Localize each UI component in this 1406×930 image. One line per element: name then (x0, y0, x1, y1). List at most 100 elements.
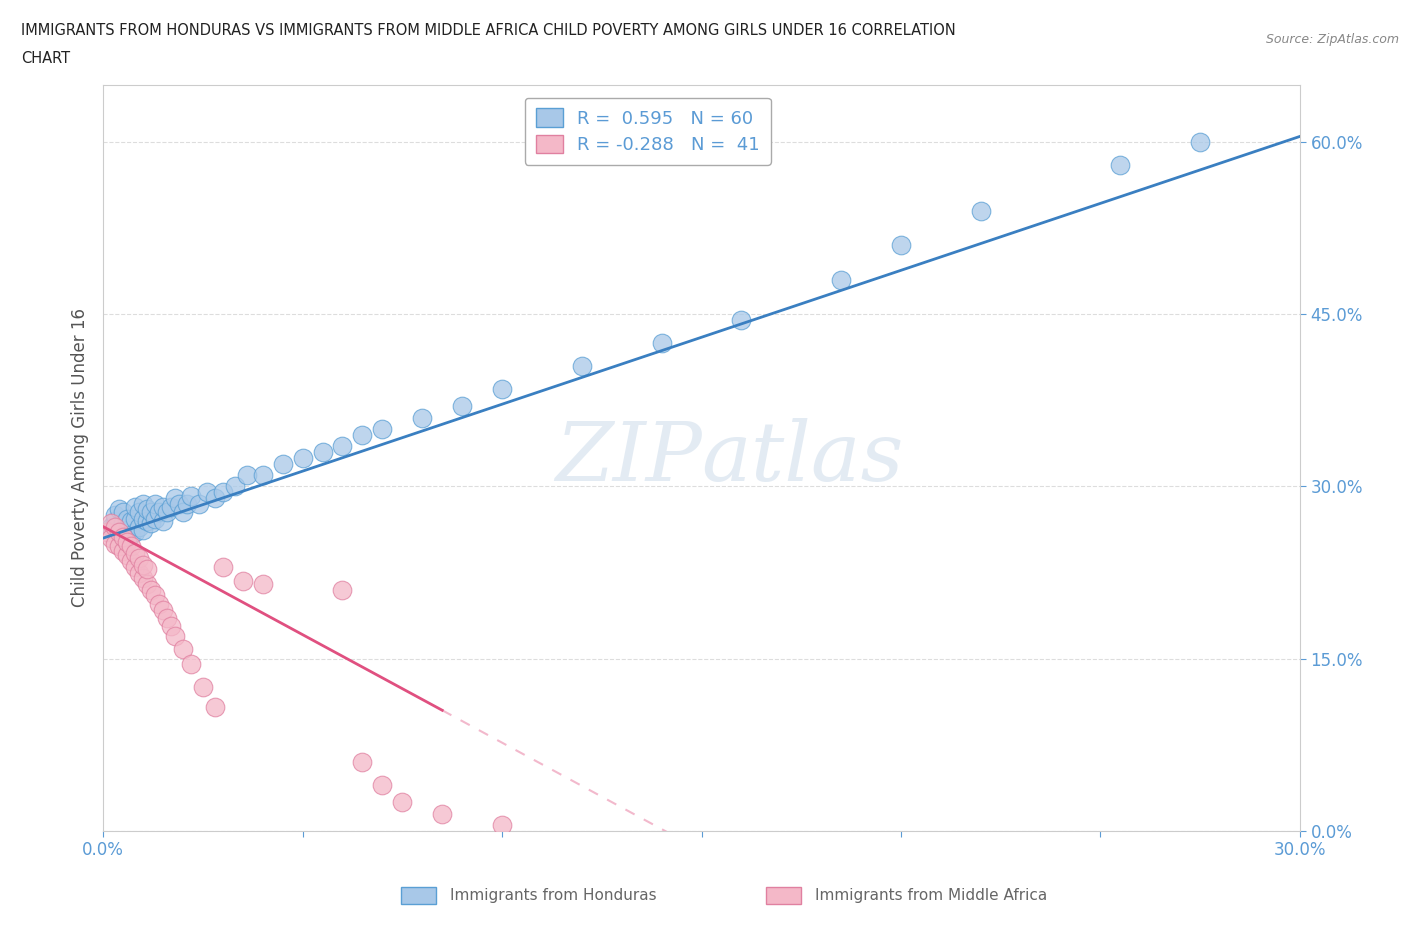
Point (411, 410, 433, 425)
Point (332, 582, 354, 597)
Point (148, 504, 170, 519)
Point (211, 485, 233, 499)
Point (112, 543, 135, 558)
Point (180, 657, 202, 671)
Point (100, 516, 122, 531)
Point (271, 456, 294, 471)
Point (204, 699, 226, 714)
Legend: R =  0.595   N = 60, R = -0.288   N =  41: R = 0.595 N = 60, R = -0.288 N = 41 (524, 98, 770, 166)
Point (112, 516, 135, 531)
Point (1189, 135, 1212, 150)
Text: IMMIGRANTS FROM HONDURAS VS IMMIGRANTS FROM MIDDLE AFRICA CHILD POVERTY AMONG GI: IMMIGRANTS FROM HONDURAS VS IMMIGRANTS F… (21, 23, 956, 38)
Point (124, 512, 146, 526)
Point (132, 571, 155, 586)
Point (191, 680, 214, 695)
Point (136, 513, 159, 528)
Text: Source: ZipAtlas.com: Source: ZipAtlas.com (1265, 33, 1399, 46)
Point (128, 565, 150, 580)
Point (371, 777, 394, 792)
Point (104, 513, 127, 528)
Point (115, 523, 138, 538)
Point (970, 204, 993, 219)
Point (148, 596, 170, 611)
Point (730, 312, 752, 327)
Point (100, 519, 122, 534)
Point (252, 468, 274, 483)
Point (104, 519, 127, 534)
Point (352, 754, 374, 769)
Point (571, 358, 593, 373)
Point (391, 794, 413, 809)
Point (352, 428, 374, 443)
Point (115, 534, 138, 549)
Point (491, 381, 513, 396)
Point (120, 538, 142, 553)
Point (112, 529, 135, 544)
Point (332, 439, 354, 454)
Point (124, 559, 146, 574)
Point (195, 485, 218, 499)
Point (128, 551, 150, 565)
Point (371, 421, 394, 436)
Point (180, 488, 202, 503)
Point (104, 508, 127, 523)
Point (651, 336, 673, 351)
Point (156, 611, 179, 626)
Point (211, 559, 233, 574)
Point (1109, 158, 1132, 173)
Point (120, 553, 142, 568)
Text: CHART: CHART (21, 51, 70, 66)
Point (143, 497, 166, 512)
Point (96, 525, 118, 539)
Point (143, 512, 166, 526)
Point (152, 513, 174, 528)
Point (163, 629, 186, 644)
Text: atlas: atlas (702, 418, 904, 498)
Point (108, 538, 131, 553)
Point (139, 504, 162, 519)
Point (108, 525, 131, 539)
Point (156, 504, 179, 519)
Point (115, 548, 138, 563)
Point (204, 490, 226, 505)
Point (176, 497, 198, 512)
Text: ZIP: ZIP (555, 418, 702, 498)
Point (124, 525, 146, 539)
Point (115, 512, 138, 526)
Point (136, 562, 159, 577)
Point (160, 499, 183, 514)
Point (136, 502, 159, 517)
Point (128, 504, 150, 519)
Point (152, 603, 174, 618)
Point (132, 512, 155, 526)
Point (132, 523, 155, 538)
Point (830, 272, 852, 287)
Point (108, 525, 131, 539)
Point (124, 499, 146, 514)
Point (139, 582, 162, 597)
Point (139, 516, 162, 531)
Point (187, 497, 209, 512)
Point (108, 502, 131, 517)
Point (235, 468, 257, 483)
Point (120, 527, 142, 542)
Point (100, 531, 122, 546)
Point (124, 546, 146, 561)
Point (104, 537, 127, 551)
Point (311, 445, 333, 459)
Point (132, 497, 155, 512)
Point (491, 817, 513, 832)
Point (163, 490, 186, 505)
Point (160, 619, 183, 634)
Point (232, 573, 254, 588)
Point (291, 450, 314, 465)
Point (432, 806, 454, 821)
Point (112, 504, 135, 519)
Point (167, 497, 190, 512)
Point (152, 499, 174, 514)
Point (172, 504, 194, 519)
Point (120, 513, 142, 528)
Point (143, 588, 166, 603)
Text: Immigrants from Honduras: Immigrants from Honduras (450, 888, 657, 903)
Point (128, 519, 150, 534)
